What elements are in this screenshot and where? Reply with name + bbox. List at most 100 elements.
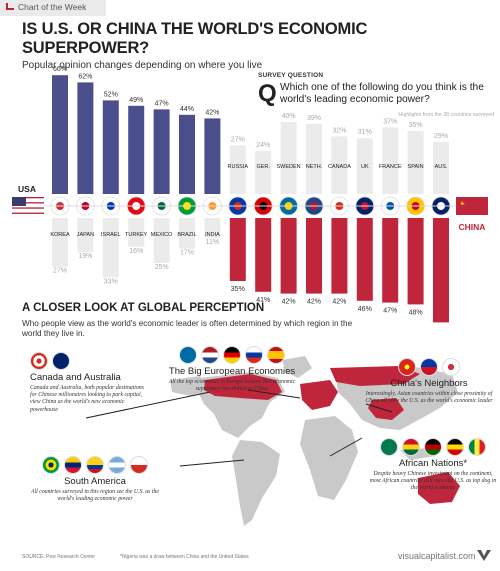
usa-value-label: 42% <box>205 109 219 116</box>
china-bar <box>255 218 272 292</box>
page-subtitle: Popular opinion changes depending on whe… <box>22 60 263 71</box>
country-label: RUSSIA <box>228 164 249 170</box>
usa-bar <box>306 123 322 194</box>
country-label: TURKEY <box>125 232 148 238</box>
region-description: Canada and Australia, both popular desti… <box>30 385 144 413</box>
china-bar <box>407 218 424 305</box>
callout-canada-australia <box>85 391 211 419</box>
usa-value-label: 37% <box>383 118 397 125</box>
usa-bar <box>52 75 68 194</box>
usa-flag-stripe <box>12 197 44 199</box>
survey-label: SURVEY QUESTION <box>258 72 324 79</box>
region-china-neighbors: China's Neighbors Interestingly, Asian c… <box>364 358 494 405</box>
region-description: All countries surveyed in this region se… <box>31 489 159 503</box>
region-flags <box>364 358 494 376</box>
usa-bar <box>407 131 424 194</box>
map-europe-highlight <box>300 380 338 410</box>
usa-value-label: 31% <box>358 129 372 136</box>
china-bar <box>356 218 373 301</box>
region-flags <box>30 352 150 370</box>
usa-bar <box>77 82 94 194</box>
usa-value-label: 47% <box>155 100 169 107</box>
site-link[interactable]: visualcapitalist.com <box>398 551 476 561</box>
china-bar <box>179 218 195 249</box>
china-value-label: 42% <box>307 299 321 306</box>
china-value-label: 33% <box>104 278 118 285</box>
china-value-label: 11% <box>206 239 220 246</box>
region-canada-australia: Canada and Australia Canada and Australi… <box>30 352 150 414</box>
country-label: ISRAEL <box>101 232 121 238</box>
country-label: MEXICO <box>151 232 173 238</box>
region-title: South America <box>64 476 126 487</box>
country-label: NETH. <box>306 164 323 170</box>
china-label: CHINA <box>459 222 486 232</box>
usa-value-label: 27% <box>231 136 245 143</box>
region-south-america: South America All countries surveyed in … <box>30 456 160 503</box>
page-title: IS U.S. OR CHINA THE WORLD'S ECONOMIC SU… <box>22 20 368 57</box>
senegal-flag <box>468 438 486 456</box>
map-south-america <box>232 440 280 526</box>
china-bar <box>382 218 399 303</box>
usa-label: USA <box>18 184 36 194</box>
usa-value-label: 39% <box>307 115 321 122</box>
south-korea-flag <box>442 358 460 376</box>
footnote: *Nigeria was a draw between China and th… <box>120 554 249 560</box>
usa-bar <box>382 127 399 194</box>
south-africa-flag <box>380 438 398 456</box>
usa-value-label: 29% <box>434 133 448 140</box>
country-label: CANADA <box>328 164 351 170</box>
china-value-label: 35% <box>231 286 245 293</box>
usa-bar <box>204 118 221 194</box>
venezuela-flag <box>64 456 82 474</box>
china-bar <box>153 218 170 263</box>
callout-europe <box>247 389 301 399</box>
usa-flag-canton <box>12 197 26 206</box>
country-label: SWEDEN <box>277 164 301 170</box>
sweden-flag <box>179 346 197 364</box>
section-subtitle: Who people view as the world's economic … <box>22 319 353 338</box>
tag-label: Chart of the Week <box>18 2 87 12</box>
usa-value-label: 66% <box>53 66 67 73</box>
map-canada-highlight <box>204 374 282 400</box>
russia-flag <box>245 346 263 364</box>
usa-flag-stripe <box>12 210 44 212</box>
usa-flag-stripe <box>12 207 44 209</box>
usa-value-label: 24% <box>256 142 270 149</box>
country-label: AUS. <box>435 164 448 170</box>
country-label: UK <box>361 164 369 170</box>
china-value-label: 42% <box>282 299 296 306</box>
china-value-label: 46% <box>358 306 372 313</box>
usa-flag-stripe <box>12 199 44 201</box>
country-label: SPAIN <box>408 164 424 170</box>
uganda-flag <box>446 438 464 456</box>
region-title: China's Neighbors <box>390 378 468 389</box>
china-bar <box>306 218 322 294</box>
region-flags <box>168 346 296 364</box>
world-map <box>85 356 460 526</box>
china-bar <box>331 218 348 294</box>
china-value-label: 42% <box>332 299 346 306</box>
usa-bar <box>280 122 297 194</box>
usa-value-label: 49% <box>129 97 143 104</box>
q-mark: Q <box>258 80 277 107</box>
survey-question: Q Which one of the following do you thin… <box>258 80 494 107</box>
usa-bar <box>153 109 170 194</box>
region-africa: African Nations* Despite heavy Chinese i… <box>368 438 498 493</box>
country-label: JAPAN <box>77 232 94 238</box>
usa-bar <box>102 100 119 194</box>
china-bar <box>128 218 145 247</box>
china-value-label: 16% <box>129 248 143 255</box>
china-value-label: 19% <box>78 253 92 260</box>
philippines-flag <box>420 358 438 376</box>
usa-value-label: 44% <box>180 106 194 113</box>
callout-asia <box>365 403 393 413</box>
usa-bar <box>433 141 449 194</box>
canada-flag <box>30 352 48 370</box>
usa-flag-stripe <box>12 204 44 207</box>
chart-of-the-week-tag: Chart of the Week <box>0 0 107 16</box>
china-value-label: 41% <box>256 297 270 304</box>
map-greenland <box>282 356 312 378</box>
chile-flag <box>130 456 148 474</box>
region-description: Despite heavy Chinese investment on the … <box>369 471 497 492</box>
country-label: INDIA <box>205 232 220 238</box>
